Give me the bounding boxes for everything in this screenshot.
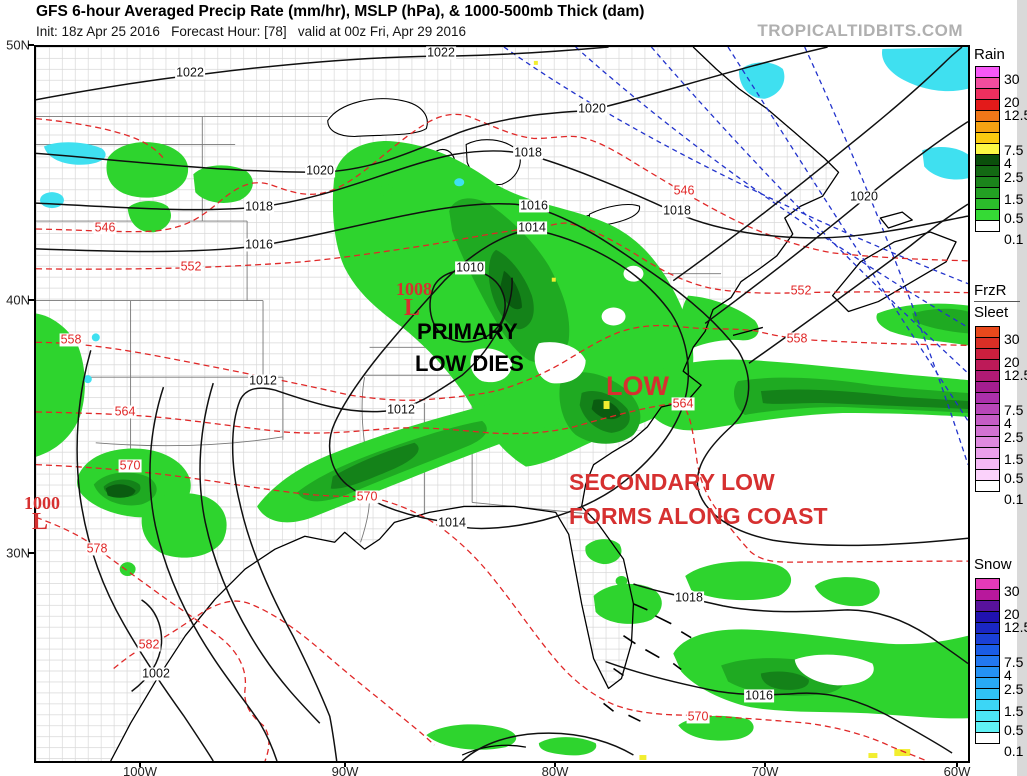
legend-cell [975,198,1000,210]
mslp-contours [36,47,968,761]
legend-cell [975,677,1000,689]
legend-cell [975,578,1000,590]
legend-cell [975,699,1000,711]
bahamas-islands [603,603,692,722]
thickness-contours-cold [503,47,968,465]
legend-cell [975,187,1000,199]
legend-cell [975,600,1000,612]
legend-cell [975,480,1000,492]
legend-cell [975,337,1000,349]
legend-cell [975,589,1000,601]
legend-cell [975,688,1000,700]
legend-title: FrzR [974,282,1007,299]
legend-cell [975,666,1000,678]
legend-cell [975,77,1000,89]
legend-cell [975,655,1000,667]
lon-label: 90W [331,764,359,776]
snow-patches [40,47,968,384]
legend-cell [975,220,1000,232]
legend-cell [975,458,1000,470]
legend-cell [975,732,1000,744]
legend-cell [975,121,1000,133]
coastline [110,47,957,761]
right-edge-strip [1017,0,1027,776]
legend-cell [975,721,1000,733]
lat-label: 40N [6,292,30,308]
legend-title: Sleet [974,304,1009,321]
legend-cell [975,381,1000,393]
legend-cell [975,622,1000,634]
legend-cell [975,132,1000,144]
legend-cell [975,99,1000,111]
legend-cell [975,154,1000,166]
legend-color-bar [975,326,1000,492]
legend-cell [975,414,1000,426]
legend-cell [975,348,1000,360]
legend-cell [975,710,1000,722]
lat-label: 30N [6,545,30,561]
legend-tick-label: 4 [1004,155,1012,171]
legend-color-bar [975,66,1000,232]
model-init-line: Init: 18z Apr 25 2016 Forecast Hour: [78… [36,24,466,39]
legend-cell [975,644,1000,656]
legend-cell [975,359,1000,371]
mix-yellow-specks [533,60,911,761]
legend-cell [975,326,1000,338]
lon-label: 100W [123,764,157,776]
legend-cell [975,403,1000,415]
lon-label: 70W [751,764,779,776]
legend-tick-label: 4 [1004,415,1012,431]
page-title: GFS 6-hour Averaged Precip Rate (mm/hr),… [36,3,645,20]
legend-cell [975,143,1000,155]
legend-cell [975,425,1000,437]
legend-cell [975,110,1000,122]
legend-cell [975,165,1000,177]
legend-cell [975,176,1000,188]
legend-cell [975,392,1000,404]
lat-label: 50N [6,37,30,53]
legend-color-bar [975,578,1000,744]
lon-label: 80W [541,764,569,776]
legend-cell [975,611,1000,623]
legend-cell [975,469,1000,481]
legend-title: Rain [974,46,1005,63]
legend-cell [975,88,1000,100]
site-watermark: TROPICALTIDBITS.COM [757,21,963,40]
map-frame [34,45,970,763]
legend-cell [975,436,1000,448]
weather-map-canvas [36,47,968,761]
legend-cell [975,633,1000,645]
legend-cell [975,209,1000,221]
lon-label: 60W [943,764,971,776]
legend-divider [974,301,1020,302]
legend-cell [975,447,1000,459]
legend-title: Snow [974,556,1012,573]
legend-cell [975,66,1000,78]
legend-cell [975,370,1000,382]
legend-tick-label: 4 [1004,667,1012,683]
